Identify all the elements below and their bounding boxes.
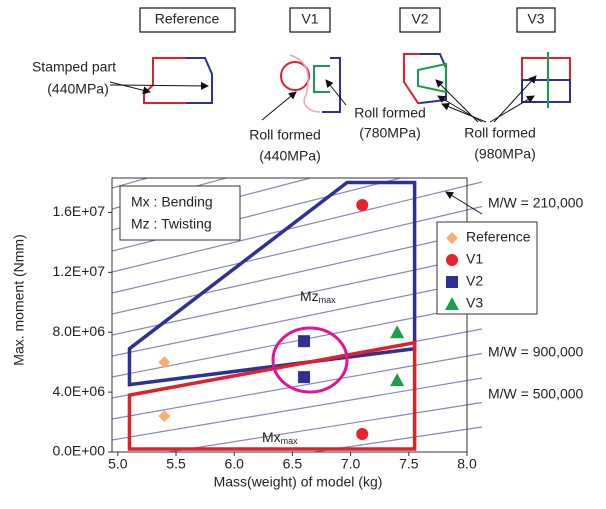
panel-box (289, 7, 331, 33)
point (356, 198, 369, 211)
part-shape (403, 53, 420, 104)
legend-swatch (446, 254, 458, 266)
region (127, 340, 417, 451)
part-shape (313, 65, 330, 93)
legend-swatch (445, 297, 459, 310)
x-tick-label: 5.0 (108, 456, 128, 472)
panel-box (516, 7, 556, 33)
iso-line (112, 352, 482, 420)
legend-label: V2 (466, 273, 483, 289)
callout: (780MPa) (359, 125, 420, 141)
note: Mx : Bending (131, 194, 213, 210)
arrow (261, 91, 297, 121)
point (298, 371, 311, 384)
point (158, 410, 171, 423)
arrow (109, 81, 151, 95)
legend-swatch (446, 276, 458, 288)
region-label-main: Mz (300, 288, 319, 304)
y-tick-label: 1.2E+07 (52, 263, 105, 279)
panel-title: V1 (301, 11, 318, 27)
iso-lines (112, 178, 482, 452)
part-shape (186, 57, 213, 104)
callout: (440MPa) (47, 81, 108, 97)
diagrams (109, 7, 571, 123)
legend-label: V3 (466, 295, 483, 311)
x-tick-label: 7.0 (341, 456, 361, 472)
legend-label: Reference (466, 229, 531, 245)
iso-line (112, 230, 482, 315)
y-tick-label: 0.0E+00 (52, 443, 105, 459)
callout: Roll formed (249, 127, 321, 143)
y-tick-label: 4.0E+06 (52, 383, 105, 399)
callout: (980MPa) (474, 146, 535, 162)
y-tick-label: 8.0E+06 (52, 323, 105, 339)
callout: (440MPa) (259, 148, 320, 164)
x-tick-label: 5.5 (166, 456, 186, 472)
x-tick-label: 6.5 (283, 456, 303, 472)
iso-line (165, 401, 482, 452)
point (390, 373, 405, 387)
arrow (109, 81, 209, 90)
point (298, 335, 311, 348)
iso-line (112, 279, 482, 357)
part-shape (280, 61, 310, 91)
region-label-sub: max (319, 295, 337, 305)
part-shape (322, 57, 341, 113)
region (127, 180, 417, 387)
y-axis-label: Max. moment (Nmm) (11, 234, 27, 365)
note-box (119, 185, 241, 241)
arrow (493, 75, 537, 123)
x-tick-label: 6.0 (224, 456, 244, 472)
y-tick-label: 1.6E+07 (52, 203, 105, 219)
arrow (445, 191, 483, 215)
iso-line (112, 303, 482, 378)
callout: Roll formed (464, 125, 536, 141)
part-shape (143, 57, 186, 104)
annotation: M/W = 210,000 (488, 195, 584, 211)
iso-line (112, 377, 482, 441)
panel-box (139, 7, 236, 33)
iso-line (112, 205, 482, 294)
legend-label: V1 (466, 251, 483, 267)
highlight (271, 326, 349, 394)
part-shape (521, 57, 571, 81)
x-tick-label: 7.5 (399, 456, 419, 472)
panel-title: V2 (411, 11, 428, 27)
legend: Reference V1 V2 V3 (436, 221, 538, 315)
annotation: M/W = 500,000 (488, 386, 584, 402)
iso-line (309, 426, 482, 452)
callout: Roll formed (354, 105, 426, 121)
iso-line (112, 181, 482, 273)
point (356, 428, 369, 441)
panel-title: Reference (155, 11, 220, 27)
callout: Stamped part (32, 59, 116, 75)
note: Mz : Twisting (131, 216, 212, 232)
part-shape (417, 62, 447, 94)
x-axis-label: Mass(weight) of model (kg) (214, 474, 383, 490)
arrow (441, 102, 487, 123)
annotation: M/W = 900,000 (488, 344, 584, 360)
part-shape (419, 53, 447, 104)
x-tick-label: 8.0 (457, 456, 477, 472)
arrow (489, 95, 535, 123)
point (158, 356, 171, 369)
point (390, 325, 405, 339)
region-label: Mzmax (300, 288, 336, 306)
arrow (325, 79, 347, 106)
region-label: Mxmax (262, 429, 298, 447)
panel-box (399, 7, 441, 33)
panel-title: V3 (527, 11, 544, 27)
legend-swatch (446, 232, 458, 244)
part-shape (289, 54, 321, 113)
region-label-main: Mx (262, 429, 281, 445)
region-label-sub: max (281, 436, 299, 446)
plot-frame (111, 177, 468, 453)
iso-line (112, 254, 482, 336)
